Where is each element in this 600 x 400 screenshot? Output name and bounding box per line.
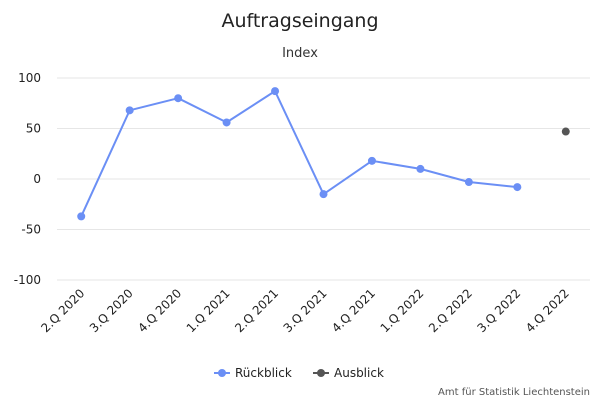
- y-tick-label: -100: [14, 273, 41, 287]
- y-axis: -100 -50 0 50 100: [14, 71, 41, 287]
- x-tick-label: 3.Q 2022: [474, 286, 523, 335]
- legend-item-rueckblick[interactable]: Rückblick: [214, 366, 292, 380]
- data-point-rueckblick[interactable]: [125, 106, 134, 115]
- x-tick-label: 4.Q 2020: [135, 286, 184, 335]
- series-line-rueckblick: [80, 90, 519, 218]
- legend-marker-rueckblick: [218, 369, 226, 377]
- data-point-ausblick[interactable]: [561, 127, 570, 136]
- data-point-rueckblick[interactable]: [77, 212, 86, 221]
- x-tick-label: 2.Q 2022: [426, 286, 475, 335]
- y-tick-label: 0: [33, 172, 41, 186]
- data-point-rueckblick[interactable]: [174, 94, 183, 103]
- x-tick-label: 1.Q 2022: [378, 286, 427, 335]
- chart-credit: Amt für Statistik Liechtenstein: [438, 387, 590, 398]
- data-point-rueckblick[interactable]: [513, 183, 522, 192]
- data-point-rueckblick[interactable]: [464, 178, 473, 187]
- x-tick-label: 3.Q 2021: [281, 286, 330, 335]
- x-tick-label: 3.Q 2020: [87, 286, 136, 335]
- legend: Rückblick Ausblick: [214, 366, 384, 380]
- chart-subtitle: Index: [282, 46, 318, 61]
- data-point-rueckblick[interactable]: [416, 164, 425, 173]
- data-point-rueckblick[interactable]: [271, 87, 280, 96]
- data-point-rueckblick[interactable]: [222, 118, 231, 127]
- x-tick-label: 2.Q 2020: [38, 286, 87, 335]
- x-tick-label: 4.Q 2022: [523, 286, 572, 335]
- legend-label-rueckblick: Rückblick: [235, 366, 292, 380]
- legend-marker-ausblick: [317, 369, 325, 377]
- y-tick-label: 50: [26, 122, 41, 136]
- x-tick-label: 4.Q 2021: [329, 286, 378, 335]
- data-point-rueckblick[interactable]: [367, 156, 376, 165]
- y-tick-label: -50: [21, 223, 41, 237]
- x-tick-label: 1.Q 2021: [184, 286, 233, 335]
- x-axis: 2.Q 2020 3.Q 2020 4.Q 2020 1.Q 2021 2.Q 2021…: [38, 286, 572, 335]
- legend-item-ausblick[interactable]: Ausblick: [313, 366, 384, 380]
- legend-label-ausblick: Ausblick: [334, 366, 384, 380]
- data-point-rueckblick[interactable]: [319, 190, 328, 199]
- y-tick-label: 100: [18, 71, 41, 85]
- grid-layer: [57, 77, 590, 281]
- chart-title: Auftragseingang: [221, 10, 378, 32]
- series-layer: [77, 87, 570, 221]
- x-tick-label: 2.Q 2021: [232, 286, 281, 335]
